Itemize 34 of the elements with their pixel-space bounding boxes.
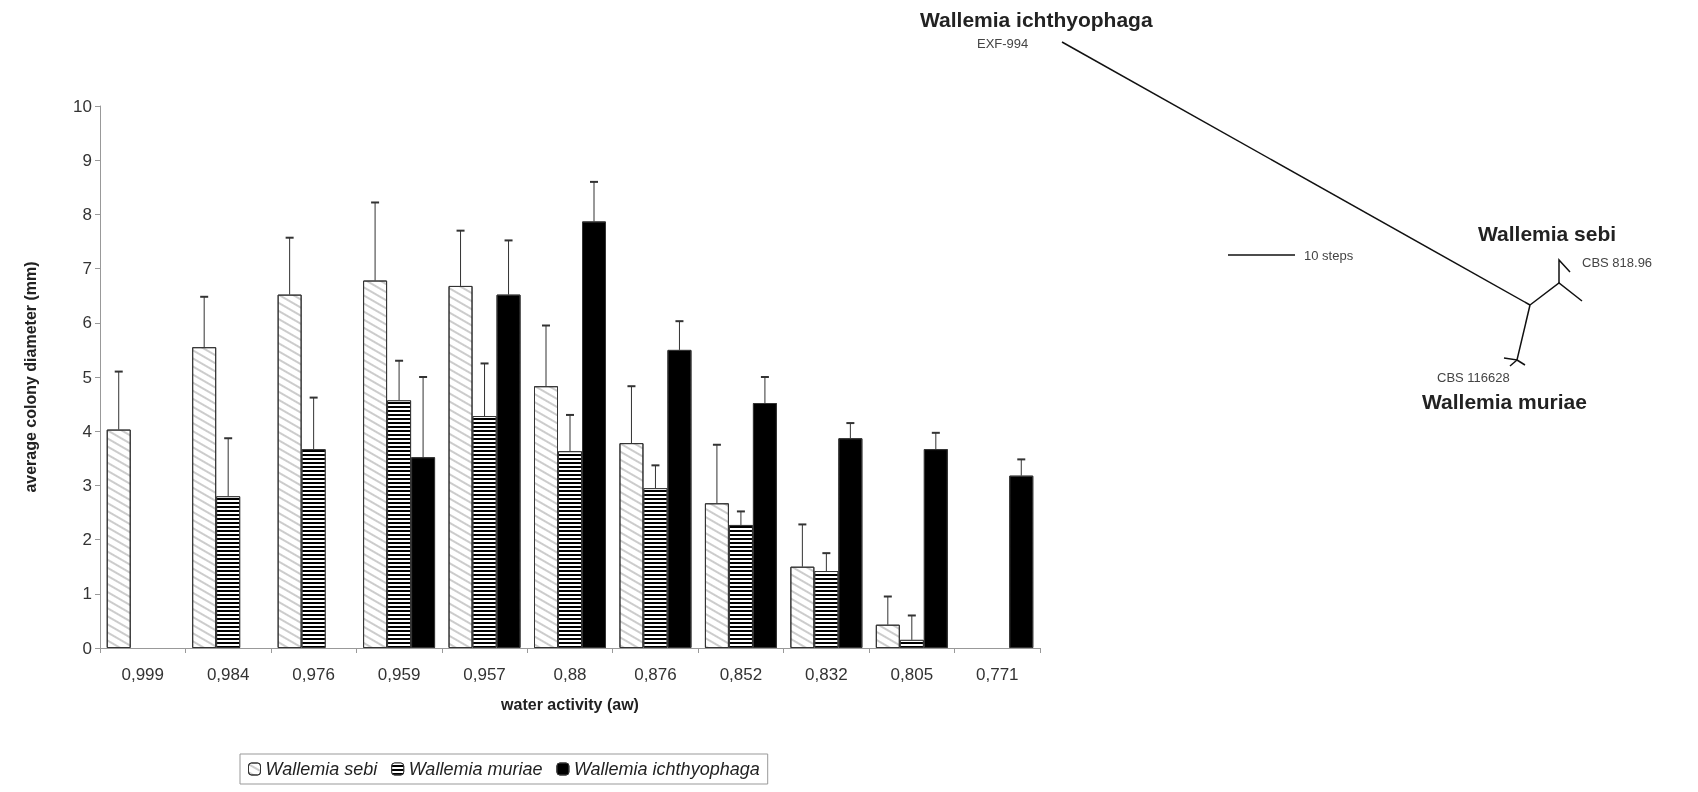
x-tick-label: 0,876	[634, 665, 677, 684]
y-tick-label: 7	[82, 259, 92, 279]
legend-label: Wallemia muriae	[408, 759, 543, 779]
text: CBS 818.96	[1582, 255, 1653, 270]
y-tick-label: 2	[82, 530, 92, 550]
y-tick-label: 9	[82, 150, 92, 170]
y-tick-label: 5	[82, 367, 92, 387]
text: Wallemia muriae	[1422, 390, 1587, 414]
y-tick-label: 0	[82, 638, 92, 658]
y-tick-label: 4	[82, 421, 92, 441]
text: Wallemia sebi	[1478, 222, 1617, 246]
legend-label: Wallemia ichthyophaga	[573, 759, 760, 779]
x-tick-label: 0,999	[121, 665, 164, 684]
x-tick-label: 0,771	[976, 665, 1019, 684]
y-axis-title: average colony diameter (mm)	[21, 261, 39, 493]
x-tick-label: 0,852	[719, 665, 763, 684]
x-tick-label: 0,959	[377, 665, 421, 684]
text: EXF-994	[977, 36, 1029, 51]
x-tick-label: 0,976	[292, 665, 335, 684]
x-tick-label: 0,984	[206, 665, 250, 684]
x-tick-label: 0,805	[890, 665, 934, 684]
y-tick-label: 3	[82, 475, 92, 495]
y-tick-label: 10	[73, 96, 92, 116]
x-tick-label: 0,832	[805, 665, 848, 684]
y-tick-label: 8	[82, 204, 92, 224]
text: CBS 116628	[1437, 370, 1510, 385]
text: Wallemia ichthyophaga	[920, 8, 1153, 32]
x-tick-label: 0,88	[553, 665, 587, 684]
text: 10 steps	[1304, 248, 1354, 263]
y-tick-label: 6	[82, 313, 92, 333]
legend-label: Wallemia sebi	[265, 759, 379, 779]
x-axis-title: water activity (aw)	[500, 695, 639, 713]
y-tick-label: 1	[82, 584, 92, 604]
x-tick-label: 0,957	[463, 665, 506, 684]
